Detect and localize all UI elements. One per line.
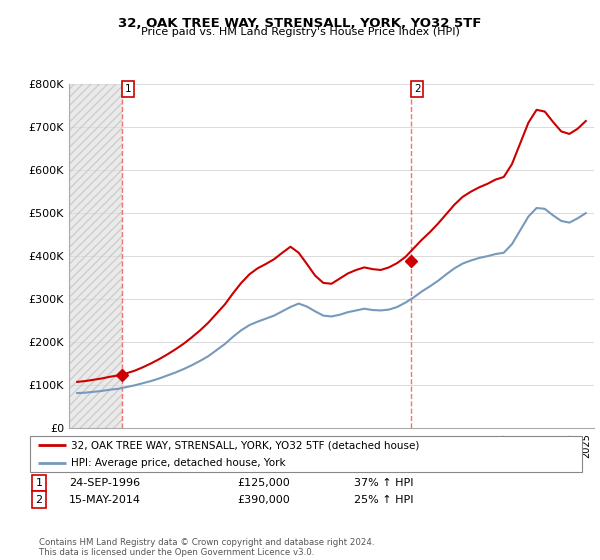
Text: 1: 1 (35, 478, 43, 488)
Text: £390,000: £390,000 (237, 494, 290, 505)
Text: 32, OAK TREE WAY, STRENSALL, YORK, YO32 5TF (detached house): 32, OAK TREE WAY, STRENSALL, YORK, YO32 … (71, 440, 420, 450)
Text: Price paid vs. HM Land Registry's House Price Index (HPI): Price paid vs. HM Land Registry's House … (140, 27, 460, 37)
Text: HPI: Average price, detached house, York: HPI: Average price, detached house, York (71, 458, 286, 468)
Text: £125,000: £125,000 (237, 478, 290, 488)
Text: 2: 2 (414, 84, 421, 94)
Text: 1: 1 (124, 84, 131, 94)
Text: 24-SEP-1996: 24-SEP-1996 (69, 478, 140, 488)
Text: 32, OAK TREE WAY, STRENSALL, YORK, YO32 5TF: 32, OAK TREE WAY, STRENSALL, YORK, YO32 … (118, 17, 482, 30)
Text: 2: 2 (35, 494, 43, 505)
FancyBboxPatch shape (30, 436, 582, 472)
Bar (69, 84, 122, 428)
Text: 25% ↑ HPI: 25% ↑ HPI (354, 494, 413, 505)
Text: Contains HM Land Registry data © Crown copyright and database right 2024.
This d: Contains HM Land Registry data © Crown c… (39, 538, 374, 557)
Text: 15-MAY-2014: 15-MAY-2014 (69, 494, 141, 505)
Text: 37% ↑ HPI: 37% ↑ HPI (354, 478, 413, 488)
